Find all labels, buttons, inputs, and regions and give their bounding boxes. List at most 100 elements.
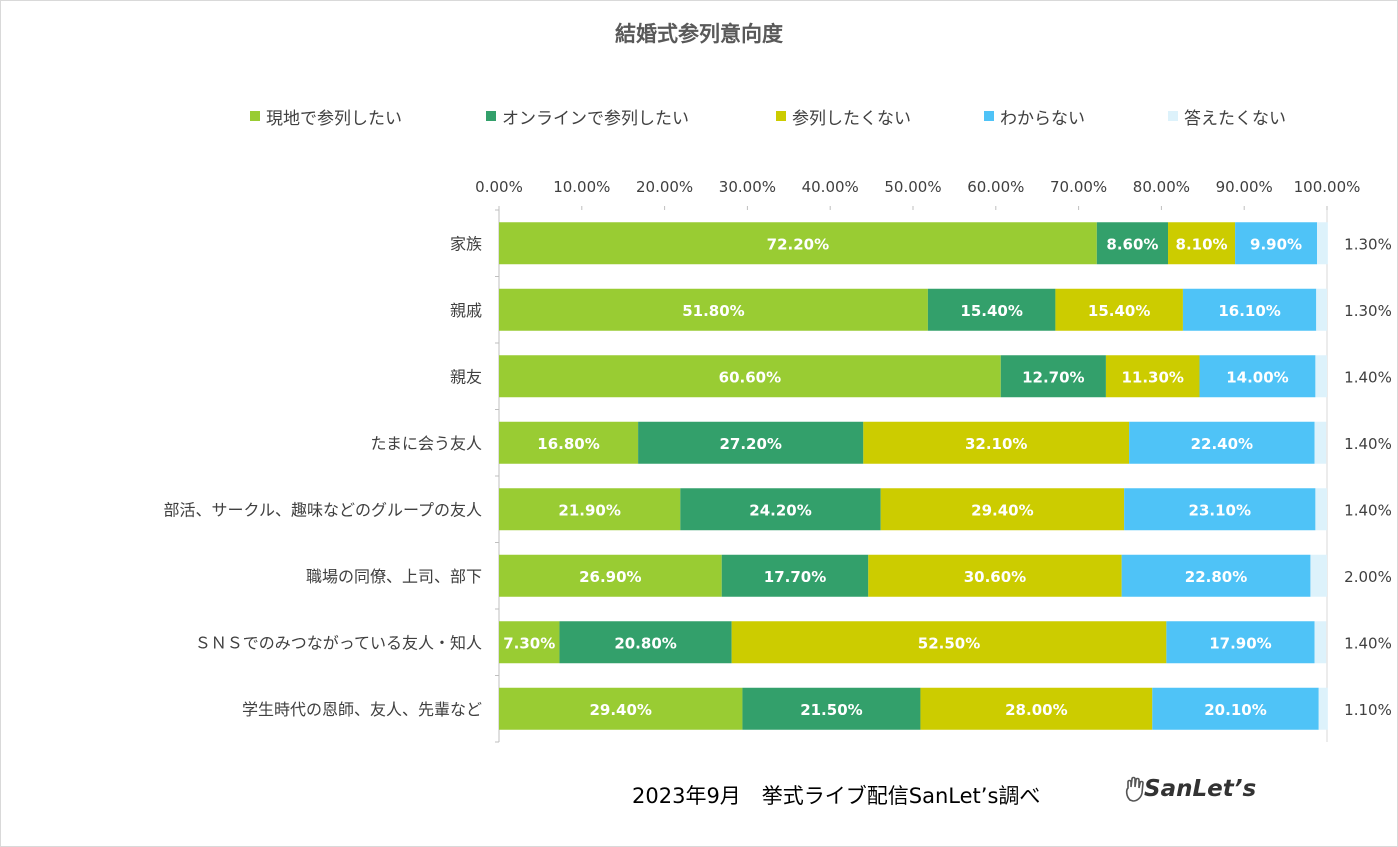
data-label: 16.10% xyxy=(1218,302,1280,320)
bar-segment xyxy=(499,421,639,464)
category-label: 部活、サークル、趣味などのグループの友人 xyxy=(163,500,482,519)
legend-item: わからない xyxy=(984,105,1085,129)
bar-segment xyxy=(1152,687,1319,730)
data-label: 20.80% xyxy=(614,634,676,652)
legend-swatch xyxy=(776,111,786,121)
data-label: 7.30% xyxy=(503,634,555,652)
data-label: 30.60% xyxy=(964,568,1026,586)
bar-segment xyxy=(1317,222,1328,265)
bar-segment xyxy=(1096,222,1169,265)
legend-label: 答えたくない xyxy=(1184,108,1286,129)
data-label: 24.20% xyxy=(749,501,811,519)
legend-label: オンラインで参列したい xyxy=(502,108,689,129)
brand-logo: SanLet’s xyxy=(1124,776,1256,802)
data-label: 15.40% xyxy=(960,302,1022,320)
bar-segment xyxy=(499,488,681,531)
legend-item: 現地で参列したい xyxy=(250,105,402,129)
data-label: 15.40% xyxy=(1088,302,1150,320)
bar-segment xyxy=(863,421,1130,464)
bar-segment xyxy=(1121,554,1311,597)
bar-segment xyxy=(680,488,881,531)
data-label: 11.30% xyxy=(1121,368,1183,386)
bar-segment xyxy=(1124,488,1316,531)
data-label: 1.10% xyxy=(1344,701,1392,719)
x-tick-label: 10.00% xyxy=(553,178,610,196)
bar-segment xyxy=(499,288,928,331)
bar-segment xyxy=(1168,222,1236,265)
bar-segment xyxy=(731,621,1167,664)
bar-segment xyxy=(559,621,732,664)
bar-segment xyxy=(880,488,1125,531)
data-label: 17.70% xyxy=(764,568,826,586)
data-label: 27.20% xyxy=(719,435,781,453)
data-label: 2.00% xyxy=(1344,568,1392,586)
data-label: 23.10% xyxy=(1189,501,1251,519)
bar-segment xyxy=(1235,222,1318,265)
legend-item: 答えたくない xyxy=(1168,105,1286,129)
bar-segment xyxy=(638,421,864,464)
bar-segment xyxy=(1318,687,1328,730)
legend-swatch xyxy=(486,111,496,121)
data-label: 20.10% xyxy=(1204,701,1266,719)
category-label: 学生時代の恩師、友人、先輩など xyxy=(242,700,482,719)
x-tick-label: 30.00% xyxy=(719,178,776,196)
data-label: 72.20% xyxy=(767,235,829,253)
x-tick-label: 80.00% xyxy=(1133,178,1190,196)
x-tick-label: 60.00% xyxy=(967,178,1024,196)
bar-segment xyxy=(499,621,560,664)
data-label: 1.40% xyxy=(1344,435,1392,453)
data-label: 8.60% xyxy=(1106,235,1158,253)
category-label: 家族 xyxy=(450,234,482,253)
bar-segment xyxy=(1315,488,1327,531)
bar-segment xyxy=(721,554,869,597)
data-label: 1.40% xyxy=(1344,501,1392,519)
category-label: 親友 xyxy=(450,367,482,386)
legend-label: わからない xyxy=(1000,108,1085,129)
category-label: 職場の同僚、上司、部下 xyxy=(306,567,482,586)
data-label: 1.40% xyxy=(1344,368,1392,386)
data-label: 9.90% xyxy=(1250,235,1302,253)
bar-segment xyxy=(1000,355,1106,398)
x-tick-label: 40.00% xyxy=(802,178,859,196)
data-label: 22.80% xyxy=(1185,568,1247,586)
category-label: たまに会う友人 xyxy=(370,434,482,453)
legend-swatch xyxy=(984,111,994,121)
data-label: 22.40% xyxy=(1191,435,1253,453)
data-label: 14.00% xyxy=(1226,368,1288,386)
data-label: 60.60% xyxy=(719,368,781,386)
bar-segment xyxy=(1129,421,1315,464)
data-label: 12.70% xyxy=(1022,368,1084,386)
data-label: 52.50% xyxy=(918,634,980,652)
bar-segment xyxy=(742,687,921,730)
brand-name: SanLet’s xyxy=(1144,776,1257,802)
legend-label: 参列したくない xyxy=(792,108,911,129)
bar-segment xyxy=(499,687,743,730)
bar-segment xyxy=(1316,288,1327,331)
data-label: 17.90% xyxy=(1209,634,1271,652)
bar-segment xyxy=(927,288,1056,331)
data-label: 21.90% xyxy=(558,501,620,519)
data-label: 29.40% xyxy=(589,701,651,719)
data-label: 29.40% xyxy=(971,501,1033,519)
bar-segment xyxy=(920,687,1153,730)
legend-swatch xyxy=(1168,111,1178,121)
bar-segment xyxy=(1182,288,1317,331)
bar-segment xyxy=(1310,554,1327,597)
data-label: 8.10% xyxy=(1176,235,1228,253)
x-tick-label: 0.00% xyxy=(475,178,523,196)
data-label: 21.50% xyxy=(800,701,862,719)
data-label: 28.00% xyxy=(1005,701,1067,719)
category-label: ＳＮＳでのみつながっている友人・知人 xyxy=(195,633,482,652)
data-label: 1.40% xyxy=(1344,634,1392,652)
bar-segment xyxy=(499,222,1097,265)
bar-segment xyxy=(1105,355,1200,398)
data-label: 32.10% xyxy=(965,435,1027,453)
x-tick-label: 20.00% xyxy=(636,178,693,196)
data-label: 51.80% xyxy=(682,302,744,320)
bar-segment xyxy=(499,355,1001,398)
legend-item: オンラインで参列したい xyxy=(486,105,689,129)
data-label: 1.30% xyxy=(1344,302,1392,320)
data-label: 26.90% xyxy=(579,568,641,586)
legend-item: 参列したくない xyxy=(776,105,911,129)
legend-swatch xyxy=(250,111,260,121)
